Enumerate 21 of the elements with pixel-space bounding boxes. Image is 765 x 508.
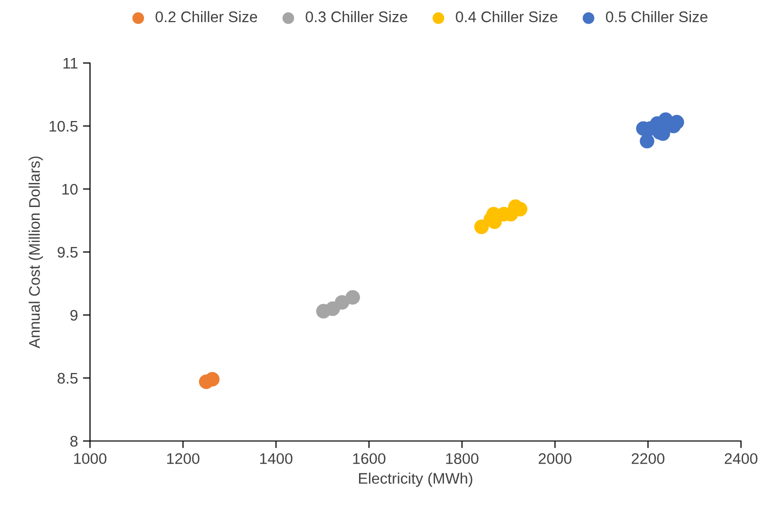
x-tick-label: 2000: [538, 453, 572, 464]
legend-label: 0.2 Chiller Size: [156, 11, 258, 22]
x-tick-label: 2200: [632, 453, 664, 464]
y-tick-label: 9: [70, 310, 78, 321]
y-axis-title: Annual Cost (Million Dollars): [28, 156, 43, 348]
y-tick-label: 11: [63, 58, 78, 69]
y-tick-label: 8: [70, 436, 78, 447]
legend-label: 0.3 Chiller Size: [306, 11, 408, 22]
x-tick-label: 1000: [74, 453, 106, 464]
x-tick-label: 2400: [724, 453, 758, 464]
y-tick-label: 10.5: [50, 120, 78, 132]
x-tick-label: 1600: [353, 453, 386, 464]
x-axis-title: Electricity (MWh): [359, 472, 472, 487]
legend-label: 0.4 Chiller Size: [456, 11, 558, 22]
y-tick-label: 8.5: [58, 372, 78, 384]
x-tick-label: 1400: [260, 453, 292, 464]
x-tick-label: 1200: [167, 453, 200, 464]
legend-label: 0.5 Chiller Size: [606, 11, 708, 22]
x-tick-label: 1800: [446, 453, 478, 464]
y-tick-label: 9.5: [58, 246, 78, 258]
y-tick-label: 10: [62, 184, 78, 195]
